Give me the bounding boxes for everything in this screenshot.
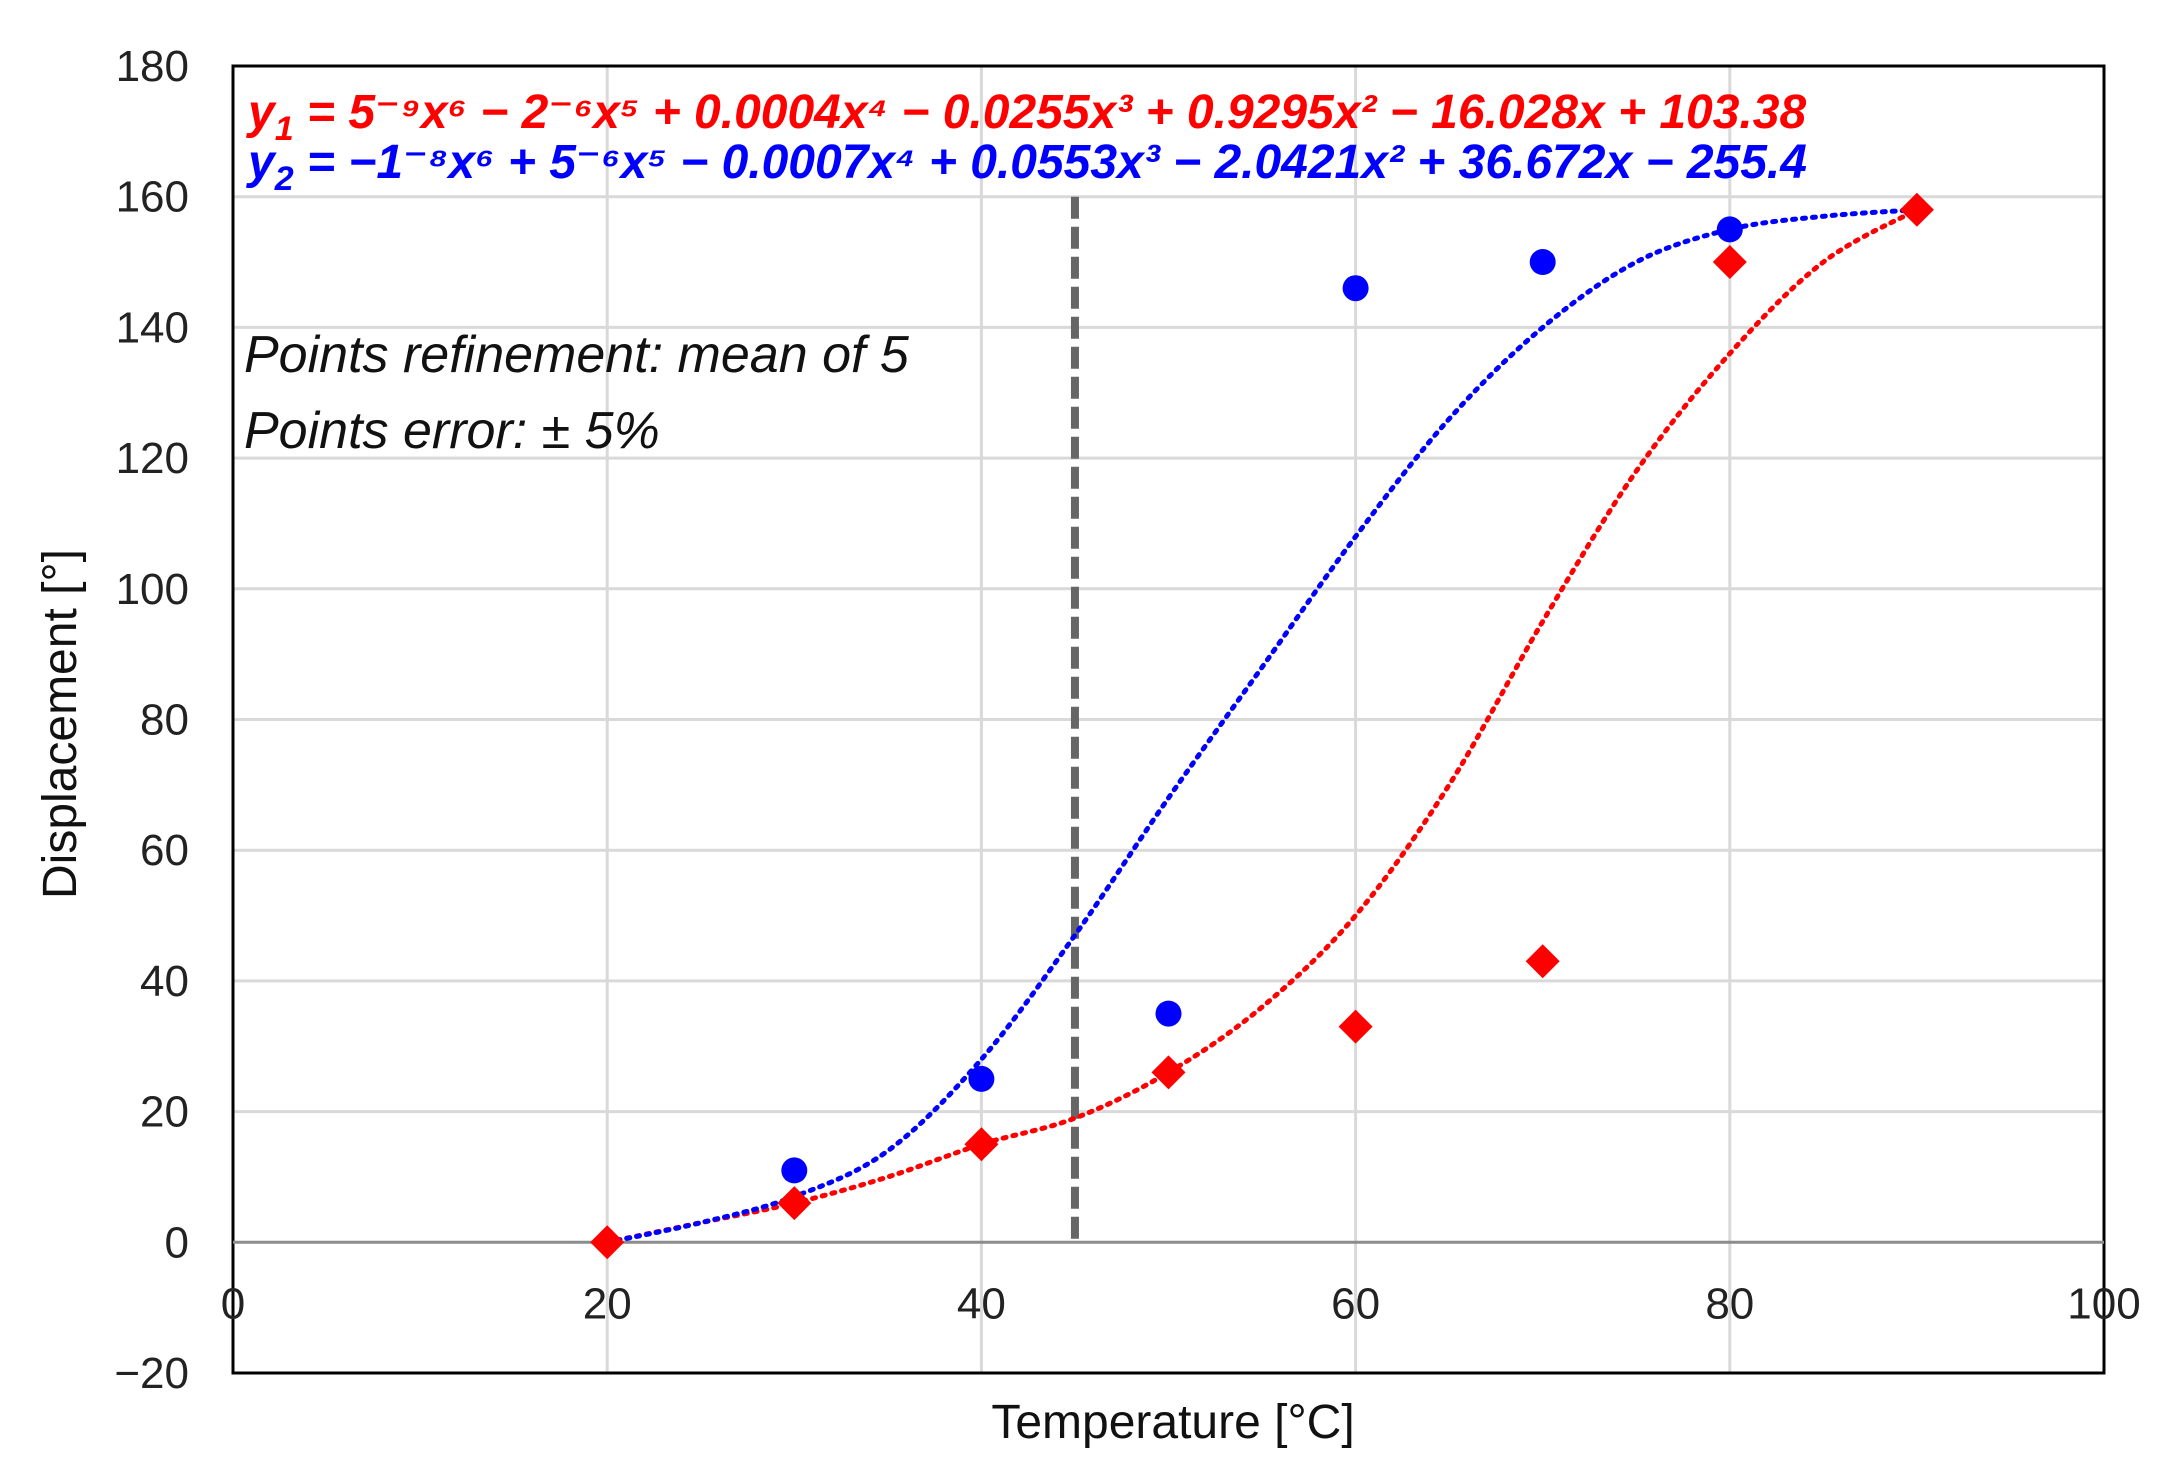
point-y2 xyxy=(968,1065,995,1092)
equation-y1-subscript: 1 xyxy=(275,110,294,148)
point-y1 xyxy=(1338,1009,1373,1044)
y-tick-label: 160 xyxy=(116,173,189,222)
plot-border xyxy=(231,64,2106,1375)
y-tick-label: 80 xyxy=(140,696,189,745)
point-y2 xyxy=(1529,249,1556,276)
y-tick-label: 140 xyxy=(116,303,189,352)
y-tick-label: 60 xyxy=(140,826,189,875)
x-tick-label: 100 xyxy=(2067,1279,2140,1328)
y-tick-label: 120 xyxy=(116,434,189,483)
y-tick-label: 180 xyxy=(116,42,189,91)
equation-y1: y1 = 5⁻⁹x⁶ − 2⁻⁶x⁵ + 0.0004x⁴ − 0.0255x³… xyxy=(246,86,1806,148)
point-y1 xyxy=(1525,944,1560,979)
x-tick-label: 0 xyxy=(221,1279,245,1328)
equation-y2-lhs: y xyxy=(246,136,277,189)
equation-y2-subscript: 2 xyxy=(274,160,294,198)
point-y1 xyxy=(1151,1055,1186,1090)
point-y1 xyxy=(1899,192,1934,227)
y-axis-title: Displacement [°] xyxy=(34,549,87,899)
trendline-y2 xyxy=(604,207,1920,1245)
y-tick-label: 100 xyxy=(116,565,189,614)
point-y1 xyxy=(590,1225,625,1260)
y-tick-label: −20 xyxy=(114,1349,189,1398)
equation-y2-rhs: = −1⁻⁸x⁶ + 5⁻⁶x⁵ − 0.0007x⁴ + 0.0553x³ −… xyxy=(294,136,1807,189)
equation-y1-rhs: = 5⁻⁹x⁶ − 2⁻⁶x⁵ + 0.0004x⁴ − 0.0255x³ + … xyxy=(294,86,1807,139)
annotation-refinement: Points refinement: mean of 5 xyxy=(244,326,910,384)
y-tick-label: 20 xyxy=(140,1088,189,1137)
trendlines xyxy=(604,207,1920,1245)
tick-labels: −20 0 20 40 60 80 100 120 140 160 180 0 20 40 60 80 100 xyxy=(114,42,2140,1398)
y-tick-label: 0 xyxy=(165,1218,189,1267)
x-axis-title: Temperature [°C] xyxy=(991,1396,1354,1449)
x-tick-label: 80 xyxy=(1705,1279,1754,1328)
data-points xyxy=(590,192,1934,1260)
point-y2 xyxy=(781,1157,808,1184)
point-y2 xyxy=(1155,1000,1182,1027)
equation-y2: y2 = −1⁻⁸x⁶ + 5⁻⁶x⁵ − 0.0007x⁴ + 0.0553x… xyxy=(246,136,1807,198)
x-tick-label: 20 xyxy=(583,1279,632,1328)
point-y1 xyxy=(964,1127,999,1162)
x-tick-label: 40 xyxy=(957,1279,1006,1328)
point-y1 xyxy=(1712,245,1747,280)
trendline-y1 xyxy=(604,207,1920,1245)
annotation-error: Points error: ± 5% xyxy=(244,402,660,460)
y-tick-label: 40 xyxy=(140,957,189,1006)
axes xyxy=(231,64,2106,1375)
point-y2 xyxy=(1716,216,1743,243)
x-tick-label: 60 xyxy=(1331,1279,1380,1328)
point-y1 xyxy=(777,1186,812,1221)
point-y2 xyxy=(1342,275,1369,302)
equation-y1-lhs: y xyxy=(246,86,277,139)
